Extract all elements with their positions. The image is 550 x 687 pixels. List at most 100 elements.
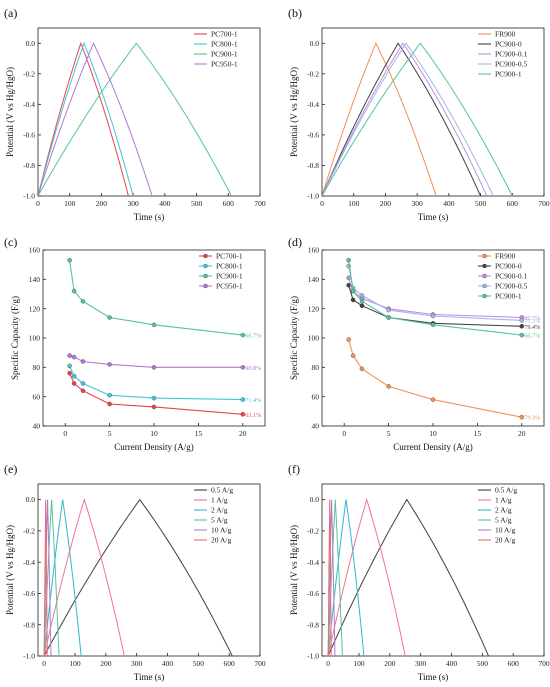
x-tick-label: 700 xyxy=(254,199,266,208)
x-tick-label: 500 xyxy=(193,659,205,668)
y-tick-label: -1.0 xyxy=(23,652,35,661)
x-tick-label: 300 xyxy=(412,199,424,208)
legend-marker xyxy=(482,293,487,299)
series-line-20-a-g xyxy=(327,499,332,656)
plot-area xyxy=(38,41,232,196)
data-point xyxy=(519,324,525,329)
y-tick-label: 80 xyxy=(312,363,320,372)
x-tick-label: 0 xyxy=(36,199,40,208)
data-point xyxy=(80,388,86,394)
x-axis-label: Current Density (A/g) xyxy=(114,442,193,452)
x-tick-label: 0 xyxy=(63,429,67,438)
data-point xyxy=(359,303,365,308)
retention-label: 79.4% xyxy=(524,324,540,331)
retention-label: 75.3% xyxy=(524,318,540,325)
x-tick-label: 500 xyxy=(477,659,489,668)
data-point xyxy=(519,414,525,420)
legend-marker xyxy=(203,263,208,269)
legend-entry: 5 A/g xyxy=(211,516,228,525)
legend-entry: PC900-1 xyxy=(211,50,238,59)
data-point xyxy=(430,397,436,402)
retention-label: 80.7% xyxy=(524,315,540,322)
panel-label: (a) xyxy=(4,6,17,20)
y-tick-label: 0.0 xyxy=(26,39,36,48)
series-line-fr900 xyxy=(322,42,437,196)
x-tick-label: 500 xyxy=(475,199,487,208)
data-point xyxy=(71,288,77,294)
y-tick-label: -0.6 xyxy=(307,589,319,598)
x-axis-label: Current Density (A/g) xyxy=(393,442,472,452)
y-tick-label: -1.0 xyxy=(307,652,319,661)
x-tick-label: 400 xyxy=(443,199,455,208)
data-point xyxy=(346,258,351,263)
chart-f: (f) 0 100 200 300 400 500 600 700 -1.0 -0.8 -0.6 -0.… xyxy=(288,462,550,682)
series-line-0-5-a-g xyxy=(327,498,489,656)
plot-frame xyxy=(37,483,261,657)
panel-label: (e) xyxy=(4,462,17,476)
data-point xyxy=(80,381,86,386)
series-line-pc900-0-5 xyxy=(322,42,494,196)
data-point xyxy=(240,332,246,338)
y-tick-label: 100 xyxy=(29,334,41,343)
y-tick-label: 160 xyxy=(308,246,320,255)
data-point xyxy=(67,370,72,376)
legend-entry: PC900-0.5 xyxy=(495,282,528,291)
x-tick-label: 700 xyxy=(538,659,550,668)
y-tick-label: -0.2 xyxy=(23,527,35,536)
legend-marker xyxy=(482,253,487,259)
data-point xyxy=(359,293,365,298)
y-axis-label: Specific Capacity (F/g) xyxy=(289,296,299,380)
y-axis-label: Potential (V vs Hg/HgO) xyxy=(5,525,15,615)
x-tick-label: 400 xyxy=(162,659,174,668)
data-point xyxy=(67,353,72,358)
data-point xyxy=(350,297,356,303)
legend-entry: PC900-1 xyxy=(495,70,522,79)
legend-entry: PC950-1 xyxy=(216,282,243,291)
x-tick-label: 10 xyxy=(150,429,158,438)
data-point xyxy=(151,322,157,328)
panel-label: (b) xyxy=(288,6,302,20)
legend-entry: PC900-0.5 xyxy=(495,60,528,69)
legend-entry: 2 A/g xyxy=(211,506,228,515)
y-tick-label: -0.4 xyxy=(307,558,319,567)
legend-marker xyxy=(203,253,208,259)
y-tick-label: -1.0 xyxy=(23,192,35,201)
chart-c: (c) 0 5 10 15 20 40 60 80 100 120 140 160 Current Den… xyxy=(4,235,266,452)
plot-area xyxy=(346,258,525,420)
x-tick-label: 10 xyxy=(429,429,437,438)
data-point xyxy=(240,365,246,370)
series-line-pc900-1 xyxy=(38,42,232,196)
x-tick-label: 0 xyxy=(326,659,330,668)
x-tick-label: 15 xyxy=(195,429,203,438)
retention-label: 63.1% xyxy=(245,412,261,419)
y-tick-label: 100 xyxy=(308,334,320,343)
x-tick-label: 20 xyxy=(239,429,247,438)
data-point xyxy=(67,258,72,263)
x-tick-label: 200 xyxy=(380,199,392,208)
x-tick-label: 600 xyxy=(224,659,236,668)
x-tick-label: 300 xyxy=(131,659,143,668)
data-point xyxy=(67,363,72,369)
panel-label: (f) xyxy=(288,462,300,476)
x-tick-label: 500 xyxy=(191,199,203,208)
y-tick-label: 140 xyxy=(29,275,41,284)
y-tick-label: -0.2 xyxy=(23,69,35,78)
series-line-pc800-1 xyxy=(69,365,243,401)
legend-entry: PC900-0 xyxy=(495,262,522,271)
data-point xyxy=(359,366,365,372)
x-tick-label: 700 xyxy=(254,659,266,668)
y-tick-label: -0.4 xyxy=(23,558,35,567)
retention-label: 66.7% xyxy=(524,333,540,340)
series-line-pc950-1 xyxy=(69,355,243,368)
data-point xyxy=(386,315,391,320)
legend-marker xyxy=(482,263,487,269)
data-point xyxy=(71,354,77,360)
y-tick-label: -0.6 xyxy=(23,131,35,140)
y-tick-label: 0.0 xyxy=(310,39,320,48)
data-point xyxy=(71,373,77,379)
x-tick-label: 300 xyxy=(128,199,140,208)
y-tick-label: 120 xyxy=(308,304,320,313)
legend-marker xyxy=(203,283,208,289)
legend-entry: 0.5 A/g xyxy=(495,486,517,495)
series-line-1-a-g xyxy=(43,497,125,656)
